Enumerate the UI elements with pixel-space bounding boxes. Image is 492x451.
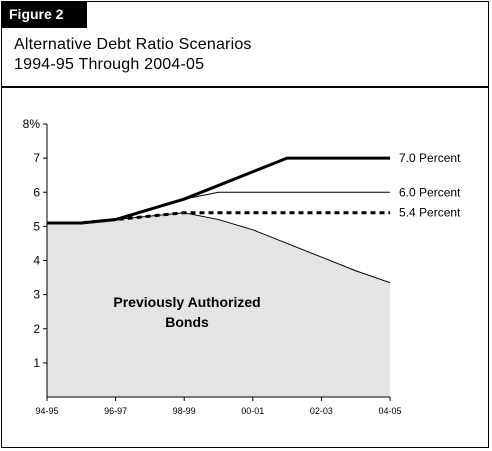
series-label: 6.0 Percent xyxy=(399,185,461,199)
series-area-previously-authorized xyxy=(47,212,390,397)
y-tick-label: 6 xyxy=(33,185,40,199)
series-line-2 xyxy=(47,156,390,225)
y-tick-label: 3 xyxy=(33,288,40,302)
y-tick-label: 8% xyxy=(23,117,41,131)
chart-title-line1: Alternative Debt Ratio Scenarios xyxy=(14,36,252,53)
x-tick-label: 00-01 xyxy=(241,406,264,416)
x-tick-label: 98-99 xyxy=(173,406,196,416)
y-tick-label: 7 xyxy=(33,151,40,165)
y-tick-label: 2 xyxy=(33,322,40,336)
title-divider xyxy=(1,86,489,88)
chart-title: Alternative Debt Ratio Scenarios 1994-95… xyxy=(14,35,252,75)
area-label-line2: Bonds xyxy=(165,314,209,330)
series-label: 7.0 Percent xyxy=(399,151,461,165)
chart-title-line2: 1994-95 Through 2004-05 xyxy=(14,56,205,73)
y-tick-label: 5 xyxy=(33,219,40,233)
x-tick-label: 02-03 xyxy=(310,406,333,416)
x-tick-label: 96-97 xyxy=(104,406,127,416)
series-label: 5.4 Percent xyxy=(399,206,461,220)
figure-label: Figure 2 xyxy=(1,1,87,28)
series-line-1 xyxy=(47,191,390,224)
x-tick-label: 04-05 xyxy=(378,406,401,416)
x-tick-label: 94-95 xyxy=(35,406,58,416)
y-tick-label: 4 xyxy=(33,254,40,268)
area-label-line1: Previously Authorized xyxy=(113,294,260,310)
y-tick-label: 1 xyxy=(33,356,40,370)
